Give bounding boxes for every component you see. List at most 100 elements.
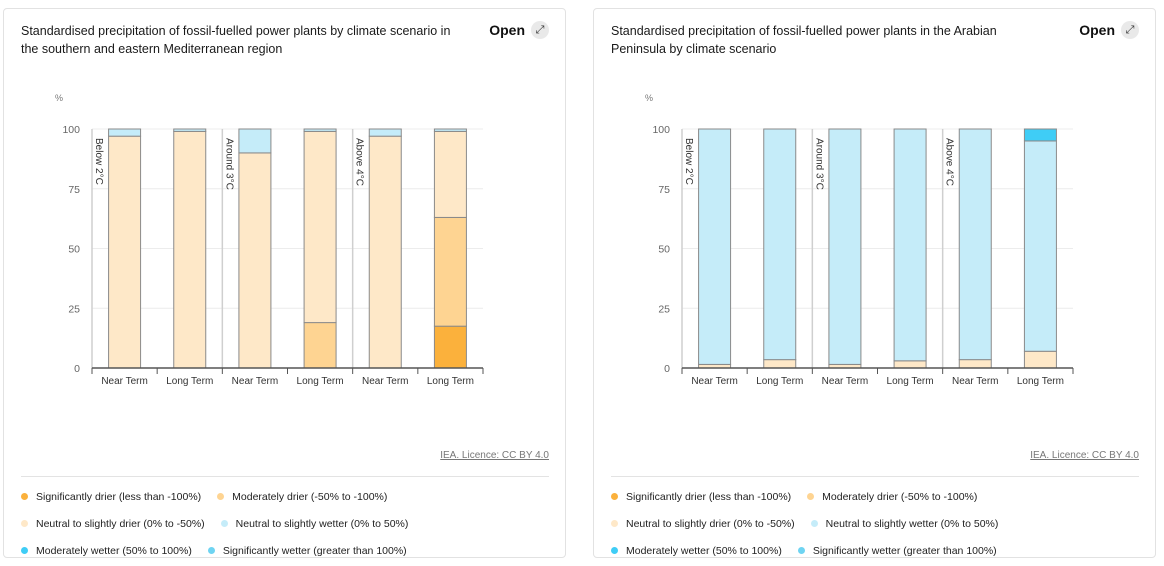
bar-segment [828, 128, 862, 365]
legend-item[interactable]: Neutral to slightly wetter (0% to 50%) [810, 517, 998, 530]
legend-label: Significantly drier (less than -100%) [36, 490, 202, 503]
bar-segment [433, 325, 467, 369]
bar-segment [173, 130, 207, 369]
legend-item[interactable]: Significantly wetter (greater than 100%) [207, 544, 407, 557]
legend-dot-icon [21, 493, 28, 500]
y-tick-label: 100 [62, 124, 80, 136]
legend-item[interactable]: Moderately wetter (50% to 100%) [611, 544, 782, 557]
legend-dot-icon [611, 493, 618, 500]
legend-item[interactable]: Moderately drier (-50% to -100%) [807, 490, 977, 503]
legend-label: Moderately wetter (50% to 100%) [626, 544, 782, 557]
y-tick-label: 25 [658, 303, 670, 315]
legend-label: Neutral to slightly drier (0% to -50%) [36, 517, 205, 530]
bar-segment [893, 360, 927, 369]
licence-link[interactable]: IEA. Licence: CC BY 4.0 [1030, 450, 1139, 461]
x-tick-label: Long Term [1017, 376, 1064, 387]
legend-label: Moderately drier (-50% to -100%) [232, 490, 388, 503]
y-axis-label: % [55, 93, 63, 103]
bar-segment [958, 128, 992, 361]
divider [611, 476, 1139, 477]
bar-segment [893, 128, 927, 362]
legend-dot-icon [611, 520, 618, 527]
bar-chart: % 0 25 50 75 100 Below 2°C Around 3°C Above 4°C N… [55, 93, 484, 387]
bar-segment [303, 130, 337, 324]
licence-link[interactable]: IEA. Licence: CC BY 4.0 [440, 450, 549, 461]
y-tick-label: 75 [68, 184, 80, 196]
y-tick-label: 0 [74, 363, 80, 375]
bar-segment [173, 128, 207, 132]
legend-dot-icon [21, 547, 28, 554]
legend-dot-icon [21, 520, 28, 527]
x-tick-label: Near Term [691, 376, 738, 387]
legend-dot-icon [797, 547, 805, 554]
legend-item[interactable]: Significantly drier (less than -100%) [21, 490, 201, 503]
bar-segment [108, 135, 142, 369]
open-label: Open [489, 22, 525, 38]
bar-segment [238, 128, 272, 154]
y-tick-label: 25 [68, 303, 80, 315]
bar-segment [958, 359, 992, 369]
x-tick-label: Near Term [822, 376, 869, 387]
x-tick-label: Long Term [887, 376, 934, 387]
legend-label: Moderately wetter (50% to 100%) [36, 544, 192, 557]
bar-segment [433, 130, 467, 218]
legend-dot-icon [611, 547, 618, 554]
chart-card-arabian-peninsula: Standardised precipitation of fossil-fue… [593, 8, 1156, 558]
legend-dot-icon [807, 493, 815, 500]
group-label: Above 4°C [354, 138, 365, 186]
bar-segment [698, 128, 732, 365]
legend-dot-icon [207, 547, 215, 554]
bar-segment [368, 128, 402, 137]
expand-icon: ⤢ [1121, 21, 1139, 39]
legend-label: Neutral to slightly drier (0% to -50%) [626, 517, 795, 530]
legend-item[interactable]: Significantly wetter (greater than 100%) [797, 544, 997, 557]
legend-item[interactable]: Neutral to slightly drier (0% to -50%) [611, 517, 795, 530]
legend-item[interactable]: Moderately drier (-50% to -100%) [217, 490, 387, 503]
group-label: Below 2°C [93, 138, 104, 185]
bar-segment [1023, 350, 1057, 369]
bar-segment [1023, 140, 1057, 352]
bar-segment [108, 128, 142, 137]
divider [21, 476, 549, 477]
open-button[interactable]: Open ⤢ [489, 21, 549, 39]
legend-item[interactable]: Neutral to slightly wetter (0% to 50%) [220, 517, 408, 530]
x-tick-label: Long Term [427, 376, 474, 387]
y-tick-label: 50 [68, 244, 80, 256]
legend-item[interactable]: Moderately wetter (50% to 100%) [21, 544, 192, 557]
x-tick-label: Long Term [166, 376, 213, 387]
legend-dot-icon [810, 520, 818, 527]
legend-label: Significantly wetter (greater than 100%) [222, 544, 407, 557]
x-tick-label: Long Term [297, 376, 344, 387]
bar-segment [433, 128, 467, 132]
x-tick-label: Near Term [362, 376, 409, 387]
group-label: Around 3°C [813, 138, 824, 190]
y-tick-label: 100 [652, 124, 670, 136]
legend-label: Moderately drier (-50% to -100%) [822, 490, 978, 503]
bar-segment [368, 135, 402, 369]
expand-icon: ⤢ [531, 21, 549, 39]
bar-segment [303, 128, 337, 132]
chart-title: Standardised precipitation of fossil-fue… [611, 24, 997, 56]
chart-title: Standardised precipitation of fossil-fue… [21, 24, 451, 56]
y-tick-label: 75 [658, 184, 670, 196]
group-label: Below 2°C [683, 138, 694, 185]
chart-card-mediterranean: Standardised precipitation of fossil-fue… [3, 8, 566, 558]
legend-item[interactable]: Neutral to slightly drier (0% to -50%) [21, 517, 205, 530]
bar-segment [1023, 128, 1057, 142]
legend: Significantly drier (less than -100%) Mod… [21, 490, 541, 557]
open-button[interactable]: Open ⤢ [1079, 21, 1139, 39]
x-tick-label: Near Term [101, 376, 148, 387]
legend: Significantly drier (less than -100%) Mod… [611, 490, 1131, 557]
bar-segment [238, 152, 272, 369]
legend-label: Significantly drier (less than -100%) [626, 490, 792, 503]
y-tick-label: 50 [658, 244, 670, 256]
y-axis-label: % [645, 93, 653, 103]
legend-item[interactable]: Significantly drier (less than -100%) [611, 490, 791, 503]
open-label: Open [1079, 22, 1115, 38]
x-tick-label: Long Term [756, 376, 803, 387]
legend-label: Significantly wetter (greater than 100%) [812, 544, 997, 557]
group-label: Above 4°C [944, 138, 955, 186]
bar-segment [303, 322, 337, 369]
legend-dot-icon [220, 520, 228, 527]
x-tick-label: Near Term [952, 376, 999, 387]
